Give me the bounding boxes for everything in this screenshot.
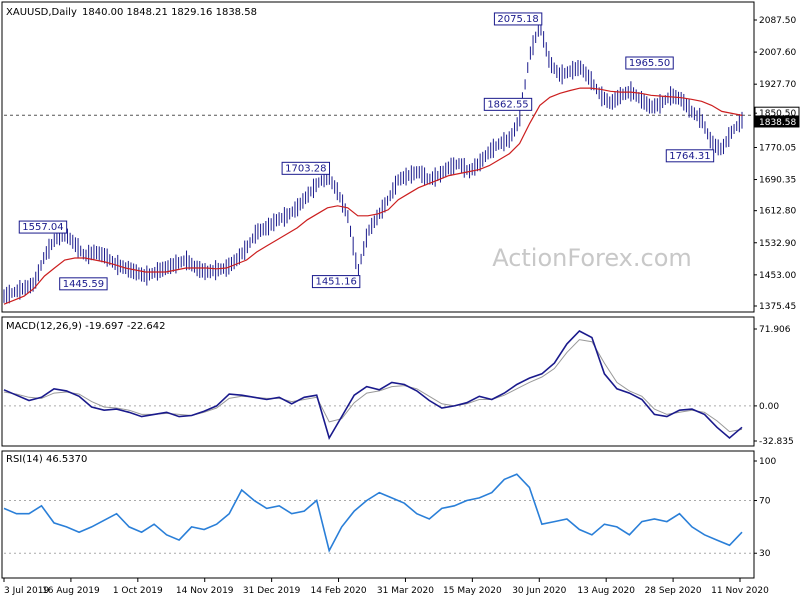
- annotation-box: [311, 275, 361, 289]
- x-tick-label: 28 Sep 2020: [645, 586, 702, 596]
- watermark: ActionForex.com: [492, 244, 692, 272]
- annotation-label: 2075.18: [497, 14, 538, 25]
- macd-y-axis: 71.906 0.00 -32.835: [754, 325, 794, 447]
- price-tick-label: 1690.35: [759, 176, 796, 186]
- annotation-label: 1764.31: [669, 151, 710, 162]
- price-tick-label: 1838.58: [759, 118, 796, 128]
- price-tick-label: 1453.00: [759, 271, 796, 281]
- macd-tick-label: -32.835: [759, 437, 794, 447]
- rsi-tick-label: 30: [759, 549, 771, 559]
- rsi-series: [3, 473, 743, 553]
- rsi-rsi-line: [3, 473, 743, 553]
- price-reference-lines: [4, 114, 754, 554]
- price-tick-label: 1850.50: [759, 109, 796, 119]
- macd-tick-label: 0.00: [759, 402, 779, 412]
- rsi-y-axis: 100 70 30: [754, 457, 776, 559]
- annotation-box: [665, 149, 715, 163]
- annotation-box: [18, 220, 68, 234]
- x-tick-label: 30 Jun 2020: [512, 586, 566, 596]
- macd-signal-line: [3, 339, 743, 433]
- macd-macd-line: [3, 330, 743, 441]
- annotation-label: 1965.50: [629, 58, 670, 69]
- x-tick-label: 14 Feb 2020: [311, 586, 367, 596]
- annotation-box: [493, 12, 543, 26]
- macd-label: MACD(12,26,9) -19.697 -22.642: [6, 321, 166, 332]
- annotation-label: 1445.59: [63, 279, 104, 290]
- x-tick-label: 16 Aug 2019: [42, 586, 100, 596]
- price-panel-frame: [1, 1, 755, 313]
- macd-panel-frame: [1, 316, 755, 447]
- price-tick-label: 1375.45: [759, 302, 796, 312]
- ohlc-label: 1840.00 1848.21 1829.16 1838.58: [82, 7, 257, 18]
- price-tick-label: 2007.60: [759, 48, 796, 58]
- x-tick-label: 3 Jul 2019: [4, 586, 49, 596]
- price-series: [3, 22, 743, 305]
- price-tick-label: 1927.70: [759, 80, 796, 90]
- macd-tick-label: 71.906: [759, 325, 791, 335]
- annotation-label: 1557.04: [22, 222, 63, 233]
- symbol-label: XAUUSD,Daily: [6, 7, 77, 18]
- rsi-tick-label: 100: [759, 457, 776, 467]
- x-tick-label: 1 Oct 2019: [113, 586, 163, 596]
- x-tick-label: 11 Nov 2020: [711, 586, 769, 596]
- annotation-label: 1862.55: [487, 99, 528, 110]
- price-tick-label: 1532.90: [759, 239, 796, 249]
- annotation-label: 1703.28: [285, 163, 326, 174]
- annotation-box: [59, 277, 108, 291]
- annotation-label: 1451.16: [315, 277, 356, 288]
- annotation-box: [625, 56, 674, 70]
- x-tick-label: 13 Aug 2020: [577, 586, 635, 596]
- price-annotations: 1557.04 1445.59 1703.28 1451.16 2075.18 1862.…: [18, 12, 715, 291]
- price-tick-label: 2087.50: [759, 16, 796, 26]
- annotation-box: [483, 97, 533, 111]
- moving-average-line: [3, 87, 743, 305]
- x-tick-label: 14 Nov 2019: [176, 586, 234, 596]
- rsi-panel-frame: [1, 450, 755, 579]
- macd-series: [3, 330, 743, 441]
- price-tick-label: 1612.80: [759, 207, 796, 217]
- rsi-label: RSI(14) 46.5370: [6, 454, 87, 465]
- price-tick-label: 1770.05: [759, 144, 796, 154]
- x-tick-label: 31 Dec 2019: [243, 586, 301, 596]
- rsi-tick-label: 70: [759, 497, 771, 507]
- x-tick-label: 31 Mar 2020: [377, 586, 434, 596]
- annotation-box: [281, 161, 331, 175]
- x-tick-label: 15 May 2020: [443, 586, 502, 596]
